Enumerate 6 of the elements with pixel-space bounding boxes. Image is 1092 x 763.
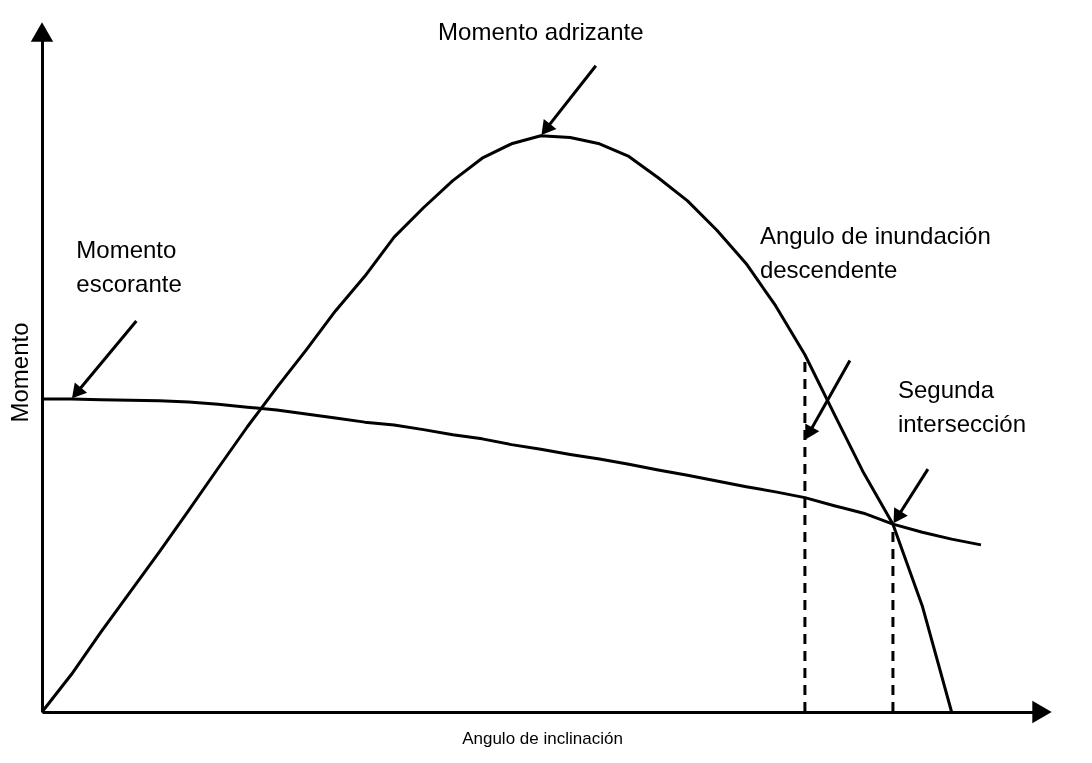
x-axis-title: Angulo de inclinación (462, 728, 623, 748)
text: Momento adrizante (438, 17, 644, 45)
annotation: Segunda intersección (897, 376, 1026, 438)
y-axis-title: Momento (5, 322, 33, 423)
annotation: Momento escorante (76, 236, 182, 298)
annotation: Angulo de inundación descendente (759, 222, 991, 284)
